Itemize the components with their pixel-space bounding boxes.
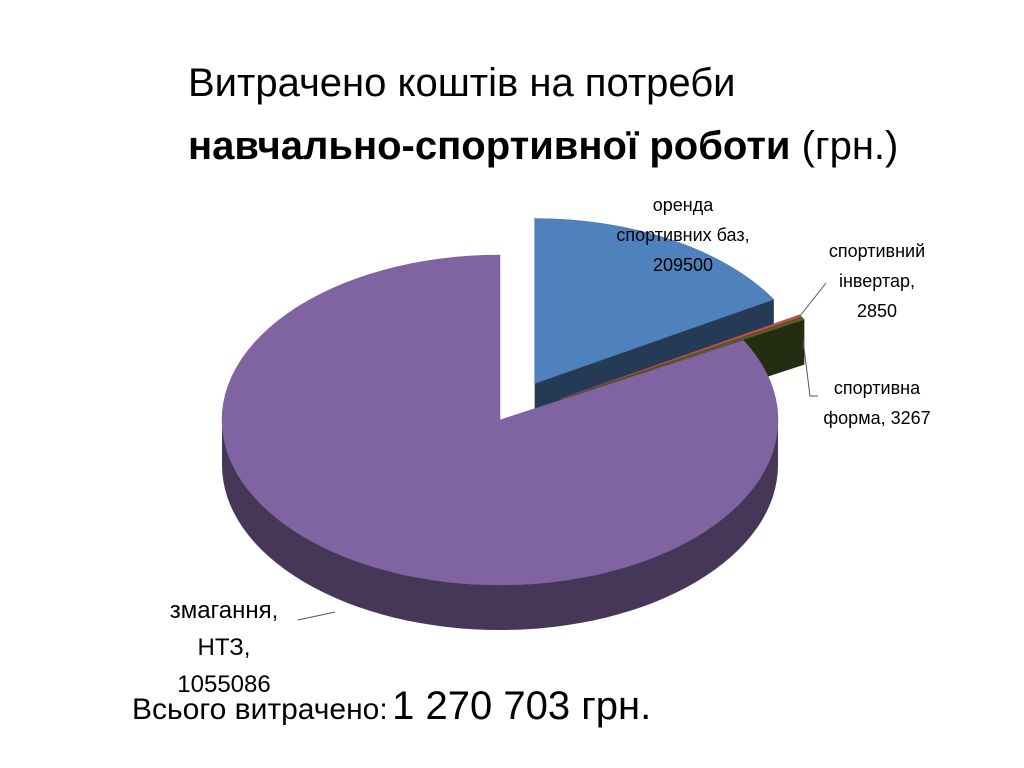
title-bold: навчально-спортивної роботи	[188, 124, 791, 168]
leader-line	[799, 282, 827, 317]
title-block: Витрачено коштів на потреби навчально-сп…	[188, 52, 898, 178]
label-separator: ,	[880, 408, 891, 428]
label-value: 2850	[856, 301, 898, 321]
pie-slice	[560, 317, 805, 400]
label-name: спортивна форма	[823, 378, 921, 428]
slice-side	[222, 420, 778, 630]
label-separator: ,	[909, 271, 915, 291]
title: Витрачено коштів на потреби	[188, 61, 736, 105]
leader-line	[297, 611, 336, 621]
title-line-2: навчально-спортивної роботи (грн.)	[188, 115, 898, 178]
label-value: 3267	[890, 408, 931, 428]
label-separator: ,	[243, 634, 251, 661]
label-name: змагання, НТЗ	[169, 597, 279, 661]
label-value: 209500	[652, 255, 714, 275]
title-suffix: (грн.)	[801, 124, 899, 168]
leader-line	[802, 339, 818, 397]
data-label: змагання, НТЗ, 1055086	[150, 592, 298, 703]
total-label: Всього витрачено:	[132, 693, 388, 726]
total: Всього витрачено: 1 270 703 грн.	[132, 684, 651, 729]
label-value: 1055086	[177, 671, 271, 698]
label-separator: ,	[744, 225, 750, 245]
label-name: оренда спортивних баз	[616, 195, 745, 245]
pie-slice	[221, 254, 779, 586]
total-value: 1 270 703 грн.	[392, 684, 652, 728]
data-label: оренда спортивних баз, 209500	[613, 190, 753, 280]
pie-slice	[534, 218, 775, 384]
data-label: спортивний інвертар, 2850	[818, 236, 936, 326]
label-name: спортивний інвертар	[828, 241, 926, 291]
data-label: спортивна форма, 3267	[806, 373, 948, 433]
